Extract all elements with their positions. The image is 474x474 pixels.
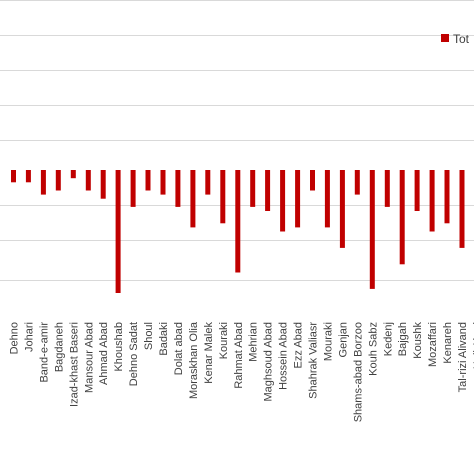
bar-15 (235, 170, 241, 273)
x-tick-label-12: Moraskhan Olia (188, 321, 200, 399)
x-tick-label-15: Rahmat Abad (233, 322, 245, 389)
bar-17 (265, 170, 271, 211)
legend-swatch (441, 34, 449, 42)
x-tick-label-14: Kouraki (218, 322, 230, 359)
x-tick-label-1: Johari (24, 322, 36, 352)
x-tick-label-7: Khoushab (113, 322, 125, 372)
x-tick-label-18: Hossein Abad (278, 322, 290, 390)
bar-24 (369, 170, 375, 289)
bar-12 (190, 170, 196, 228)
x-tick-label-0: Dehno (9, 322, 21, 354)
x-tick-label-9: Shoul (143, 322, 155, 350)
bar-10 (160, 170, 166, 195)
x-tick-label-31: Haji Abad (472, 322, 474, 369)
bar-series (11, 170, 465, 293)
bar-21 (324, 170, 330, 228)
bar-19 (295, 170, 301, 228)
x-tick-label-6: Ahmad Abad (98, 322, 110, 385)
bar-18 (280, 170, 286, 232)
bar-9 (145, 170, 151, 191)
bar-0 (11, 170, 16, 183)
x-tick-label-19: Ezz Abad (293, 322, 305, 368)
x-tick-label-10: Badaki (158, 322, 170, 356)
legend: Tot (441, 32, 470, 46)
x-tick-label-16: Mehrian (248, 322, 260, 362)
x-tick-label-11: Dolat abad (173, 322, 185, 375)
bar-11 (175, 170, 181, 207)
bar-25 (384, 170, 390, 207)
x-tick-label-4: Izad-khast Baseri (68, 322, 80, 407)
x-tick-label-5: Mansour Abad (83, 322, 95, 393)
x-tick-label-20: Shahrak Valiasr (308, 322, 320, 399)
x-tick-label-28: Mozaffari (427, 322, 439, 367)
bar-30 (459, 170, 465, 248)
x-tick-label-30: Tal-rizi Alivand (457, 322, 469, 392)
x-axis-tick-labels: Dehno Johari Band-e-amir Bagdaneh Izad-khast… (9, 321, 474, 422)
bar-14 (220, 170, 226, 224)
bar-22 (339, 170, 345, 248)
bar-26 (399, 170, 405, 265)
legend-label: Tot (453, 32, 470, 46)
x-tick-label-26: Bajgah (397, 322, 409, 356)
x-tick-label-8: Dehno Sadat (128, 322, 140, 386)
bar-8 (130, 170, 136, 207)
bar-2 (40, 170, 46, 195)
bar-13 (205, 170, 211, 195)
bar-5 (85, 170, 91, 191)
x-tick-label-25: Kedenj (382, 322, 394, 356)
x-tick-label-17: Maghsoud Abad (263, 322, 275, 402)
x-tick-label-27: Koushk (412, 322, 424, 359)
bar-20 (310, 170, 315, 191)
x-tick-label-24: Kouh Sabz (367, 322, 379, 376)
bar-4 (70, 170, 76, 179)
x-tick-label-21: Mouraki (322, 322, 334, 361)
bar-1 (25, 170, 31, 183)
bar-16 (250, 170, 256, 207)
x-tick-label-13: Kenar Malek (203, 322, 215, 384)
x-tick-label-2: Band-e-amir (38, 322, 50, 383)
bar-23 (354, 170, 360, 195)
bar-7 (115, 170, 121, 293)
bar-28 (429, 170, 435, 232)
bar-3 (55, 170, 61, 191)
bar-29 (444, 170, 450, 224)
bar-27 (414, 170, 420, 211)
x-tick-label-22: Genjan (337, 322, 349, 357)
x-tick-label-23: Shams-abad Borzoo (352, 322, 364, 422)
x-tick-label-29: Kenareh (442, 322, 454, 364)
x-tick-label-3: Bagdaneh (53, 322, 65, 372)
bar-6 (100, 170, 106, 199)
